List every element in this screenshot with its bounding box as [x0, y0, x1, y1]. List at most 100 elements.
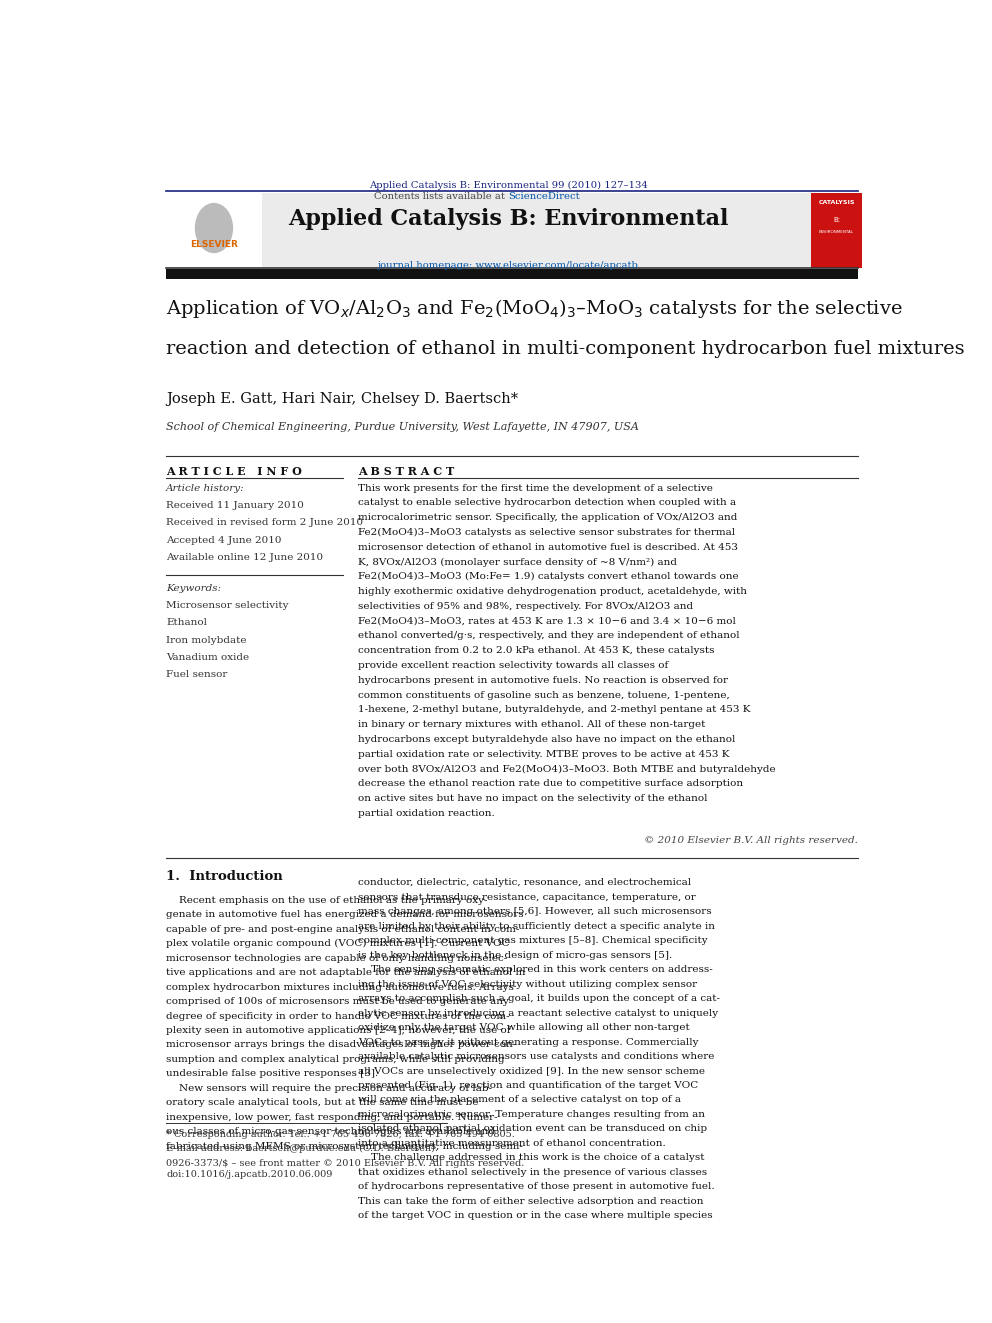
Text: Ethanol: Ethanol — [167, 618, 207, 627]
Text: VOCs to pass by it without generating a response. Commercially: VOCs to pass by it without generating a … — [358, 1037, 699, 1046]
Text: oratory scale analytical tools, but at the same time must be: oratory scale analytical tools, but at t… — [167, 1098, 479, 1107]
Text: are limited by their ability to sufficiently detect a specific analyte in: are limited by their ability to sufficie… — [358, 922, 715, 931]
Text: The sensing schematic explored in this work centers on address-: The sensing schematic explored in this w… — [358, 966, 713, 974]
Text: plex volatile organic compound (VOC) mixtures [1]. Current VOC: plex volatile organic compound (VOC) mix… — [167, 939, 510, 949]
Text: Keywords:: Keywords: — [167, 583, 221, 593]
Text: ous classes of micro-gas sensor technologies are available and: ous classes of micro-gas sensor technolo… — [167, 1127, 495, 1136]
Text: complex multi-component gas mixtures [5–8]. Chemical specificity: complex multi-component gas mixtures [5–… — [358, 937, 708, 946]
Text: inexpensive, low power, fast responding, and portable. Numer-: inexpensive, low power, fast responding,… — [167, 1113, 498, 1122]
Text: decrease the ethanol reaction rate due to competitive surface adsorption: decrease the ethanol reaction rate due t… — [358, 779, 744, 789]
Text: available catalytic microsensors use catalysts and conditions where: available catalytic microsensors use cat… — [358, 1052, 715, 1061]
Text: CATALYSIS: CATALYSIS — [818, 200, 855, 205]
Text: Contents lists available at: Contents lists available at — [374, 192, 509, 201]
Text: alytic sensor by introducing a reactant selective catalyst to uniquely: alytic sensor by introducing a reactant … — [358, 1008, 718, 1017]
Text: all VOCs are unselectively oxidized [9]. In the new sensor scheme: all VOCs are unselectively oxidized [9].… — [358, 1066, 705, 1076]
Text: isolated ethanol partial oxidation event can be transduced on chip: isolated ethanol partial oxidation event… — [358, 1125, 707, 1134]
Text: Applied Catalysis B: Environmental 99 (2010) 127–134: Applied Catalysis B: Environmental 99 (2… — [369, 181, 648, 191]
Text: Iron molybdate: Iron molybdate — [167, 635, 247, 644]
Text: This work presents for the first time the development of a selective: This work presents for the first time th… — [358, 484, 713, 492]
Text: partial oxidation reaction.: partial oxidation reaction. — [358, 808, 495, 818]
Text: hydrocarbons except butyraldehyde also have no impact on the ethanol: hydrocarbons except butyraldehyde also h… — [358, 734, 736, 744]
Text: presented (Fig. 1), reaction and quantification of the target VOC: presented (Fig. 1), reaction and quantif… — [358, 1081, 698, 1090]
Text: catalyst to enable selective hydrocarbon detection when coupled with a: catalyst to enable selective hydrocarbon… — [358, 499, 737, 508]
Text: K, 8VOx/Al2O3 (monolayer surface density of ~8 V/nm²) and: K, 8VOx/Al2O3 (monolayer surface density… — [358, 557, 678, 566]
Text: Received 11 January 2010: Received 11 January 2010 — [167, 501, 305, 511]
Text: highly exothermic oxidative dehydrogenation product, acetaldehyde, with: highly exothermic oxidative dehydrogenat… — [358, 587, 748, 597]
Text: selectivities of 95% and 98%, respectively. For 8VOx/Al2O3 and: selectivities of 95% and 98%, respective… — [358, 602, 693, 611]
Text: Vanadium oxide: Vanadium oxide — [167, 652, 249, 662]
Text: plexity seen in automotive applications [2–4]; however, the use of: plexity seen in automotive applications … — [167, 1027, 511, 1035]
Text: ethanol converted/g·s, respectively, and they are independent of ethanol: ethanol converted/g·s, respectively, and… — [358, 631, 740, 640]
Text: fabricated using MEMS or microsystem techniques, including semi-: fabricated using MEMS or microsystem tec… — [167, 1142, 523, 1151]
Text: sensors that transduce resistance, capacitance, temperature, or: sensors that transduce resistance, capac… — [358, 893, 696, 902]
Text: ScienceDirect: ScienceDirect — [509, 192, 580, 201]
Text: ENVIRONMENTAL: ENVIRONMENTAL — [819, 230, 854, 234]
Text: arrays to accomplish such a goal, it builds upon the concept of a cat-: arrays to accomplish such a goal, it bui… — [358, 994, 720, 1003]
Text: concentration from 0.2 to 2.0 kPa ethanol. At 453 K, these catalysts: concentration from 0.2 to 2.0 kPa ethano… — [358, 646, 715, 655]
Text: in binary or ternary mixtures with ethanol. All of these non-target: in binary or ternary mixtures with ethan… — [358, 720, 706, 729]
Text: Recent emphasis on the use of ethanol as the primary oxy-: Recent emphasis on the use of ethanol as… — [167, 896, 488, 905]
Text: Fe2(MoO4)3–MoO3, rates at 453 K are 1.3 × 10−6 and 3.4 × 10−6 mol: Fe2(MoO4)3–MoO3, rates at 453 K are 1.3 … — [358, 617, 736, 626]
FancyBboxPatch shape — [167, 193, 262, 267]
Text: Fe2(MoO4)3–MoO3 (Mo:Fe= 1.9) catalysts convert ethanol towards one: Fe2(MoO4)3–MoO3 (Mo:Fe= 1.9) catalysts c… — [358, 573, 739, 582]
Text: is the key bottleneck in the design of micro-gas sensors [5].: is the key bottleneck in the design of m… — [358, 951, 673, 959]
Text: mass changes, among others [5,6]. However, all such microsensors: mass changes, among others [5,6]. Howeve… — [358, 908, 712, 917]
Text: of hydrocarbons representative of those present in automotive fuel.: of hydrocarbons representative of those … — [358, 1183, 715, 1191]
Text: Applied Catalysis B: Environmental: Applied Catalysis B: Environmental — [289, 208, 728, 230]
Text: Fuel sensor: Fuel sensor — [167, 671, 227, 679]
Text: into a quantitative measurement of ethanol concentration.: into a quantitative measurement of ethan… — [358, 1139, 667, 1148]
Text: on active sites but have no impact on the selectivity of the ethanol: on active sites but have no impact on th… — [358, 794, 708, 803]
Text: B:: B: — [833, 217, 840, 222]
Text: undesirable false positive responses [3].: undesirable false positive responses [3]… — [167, 1069, 379, 1078]
Text: comprised of 100s of microsensors must be used to generate any: comprised of 100s of microsensors must b… — [167, 998, 509, 1005]
Text: Application of VO$_x$/Al$_2$O$_3$ and Fe$_2$(MoO$_4$)$_3$–MoO$_3$ catalysts for : Application of VO$_x$/Al$_2$O$_3$ and Fe… — [167, 298, 903, 320]
Text: Joseph E. Gatt, Hari Nair, Chelsey D. Baertsch*: Joseph E. Gatt, Hari Nair, Chelsey D. Ba… — [167, 392, 519, 406]
Text: hydrocarbons present in automotive fuels. No reaction is observed for: hydrocarbons present in automotive fuels… — [358, 676, 728, 685]
Text: complex hydrocarbon mixtures including automotive fuels. Arrays: complex hydrocarbon mixtures including a… — [167, 983, 514, 992]
Text: A B S T R A C T: A B S T R A C T — [358, 467, 454, 478]
Text: ELSEVIER: ELSEVIER — [190, 241, 238, 249]
Text: genate in automotive fuel has energized a demand for microsensors: genate in automotive fuel has energized … — [167, 910, 524, 919]
Text: 1-hexene, 2-methyl butane, butyraldehyde, and 2-methyl pentane at 453 K: 1-hexene, 2-methyl butane, butyraldehyde… — [358, 705, 751, 714]
Text: Article history:: Article history: — [167, 484, 245, 492]
FancyBboxPatch shape — [167, 269, 858, 279]
Text: E-mail address: baertsch@purdue.edu (C.D. Baertsch).: E-mail address: baertsch@purdue.edu (C.D… — [167, 1144, 438, 1152]
FancyBboxPatch shape — [810, 193, 862, 267]
Text: common constituents of gasoline such as benzene, toluene, 1-pentene,: common constituents of gasoline such as … — [358, 691, 730, 700]
Text: Available online 12 June 2010: Available online 12 June 2010 — [167, 553, 323, 562]
Text: Received in revised form 2 June 2010: Received in revised form 2 June 2010 — [167, 519, 363, 528]
Text: microcalorimetric sensor. Temperature changes resulting from an: microcalorimetric sensor. Temperature ch… — [358, 1110, 705, 1119]
Text: will come via the placement of a selective catalyst on top of a: will come via the placement of a selecti… — [358, 1095, 682, 1105]
Text: * Corresponding author. Tel.: +1 765 496 7826; fax: +1 765 494 0805.: * Corresponding author. Tel.: +1 765 496… — [167, 1130, 515, 1139]
Text: that oxidizes ethanol selectively in the presence of various classes: that oxidizes ethanol selectively in the… — [358, 1168, 707, 1176]
Text: capable of pre- and post-engine analysis of ethanol content in com-: capable of pre- and post-engine analysis… — [167, 925, 520, 934]
Text: Accepted 4 June 2010: Accepted 4 June 2010 — [167, 536, 282, 545]
Text: doi:10.1016/j.apcatb.2010.06.009: doi:10.1016/j.apcatb.2010.06.009 — [167, 1171, 332, 1179]
Text: ing the issue of VOC selectivity without utilizing complex sensor: ing the issue of VOC selectivity without… — [358, 980, 697, 988]
Text: conductor, dielectric, catalytic, resonance, and electrochemical: conductor, dielectric, catalytic, resona… — [358, 878, 691, 888]
Text: reaction and detection of ethanol in multi-component hydrocarbon fuel mixtures: reaction and detection of ethanol in mul… — [167, 340, 965, 359]
Text: microsensor technologies are capable of only handling nonselec-: microsensor technologies are capable of … — [167, 954, 508, 963]
Text: over both 8VOx/Al2O3 and Fe2(MoO4)3–MoO3. Both MTBE and butyraldehyde: over both 8VOx/Al2O3 and Fe2(MoO4)3–MoO3… — [358, 765, 776, 774]
Text: 1.  Introduction: 1. Introduction — [167, 871, 283, 884]
Text: provide excellent reaction selectivity towards all classes of: provide excellent reaction selectivity t… — [358, 662, 669, 669]
Text: A R T I C L E   I N F O: A R T I C L E I N F O — [167, 467, 303, 478]
Text: microsensor arrays brings the disadvantages of higher power con-: microsensor arrays brings the disadvanta… — [167, 1040, 517, 1049]
Text: sumption and complex analytical programs, while still providing: sumption and complex analytical programs… — [167, 1054, 505, 1064]
Text: Microsensor selectivity: Microsensor selectivity — [167, 601, 289, 610]
Text: © 2010 Elsevier B.V. All rights reserved.: © 2010 Elsevier B.V. All rights reserved… — [645, 836, 858, 844]
Text: School of Chemical Engineering, Purdue University, West Lafayette, IN 47907, USA: School of Chemical Engineering, Purdue U… — [167, 422, 639, 431]
Text: partial oxidation rate or selectivity. MTBE proves to be active at 453 K: partial oxidation rate or selectivity. M… — [358, 750, 730, 758]
Text: of the target VOC in question or in the case where multiple species: of the target VOC in question or in the … — [358, 1211, 713, 1220]
Text: oxidize only the target VOC while allowing all other non-target: oxidize only the target VOC while allowi… — [358, 1023, 690, 1032]
Text: This can take the form of either selective adsorption and reaction: This can take the form of either selecti… — [358, 1197, 704, 1205]
Text: microcalorimetric sensor. Specifically, the application of VOx/Al2O3 and: microcalorimetric sensor. Specifically, … — [358, 513, 738, 523]
Text: journal homepage: www.elsevier.com/locate/apcatb: journal homepage: www.elsevier.com/locat… — [378, 261, 639, 270]
Text: The challenge addressed in this work is the choice of a catalyst: The challenge addressed in this work is … — [358, 1154, 705, 1163]
Text: microsensor detection of ethanol in automotive fuel is described. At 453: microsensor detection of ethanol in auto… — [358, 542, 738, 552]
Text: tive applications and are not adaptable for the analysis of ethanol in: tive applications and are not adaptable … — [167, 968, 526, 978]
Text: Fe2(MoO4)3–MoO3 catalysts as selective sensor substrates for thermal: Fe2(MoO4)3–MoO3 catalysts as selective s… — [358, 528, 736, 537]
Text: 0926-3373/$ – see front matter © 2010 Elsevier B.V. All rights reserved.: 0926-3373/$ – see front matter © 2010 El… — [167, 1159, 525, 1168]
Ellipse shape — [195, 204, 232, 253]
Text: New sensors will require the precision and accuracy of lab-: New sensors will require the precision a… — [167, 1084, 492, 1093]
